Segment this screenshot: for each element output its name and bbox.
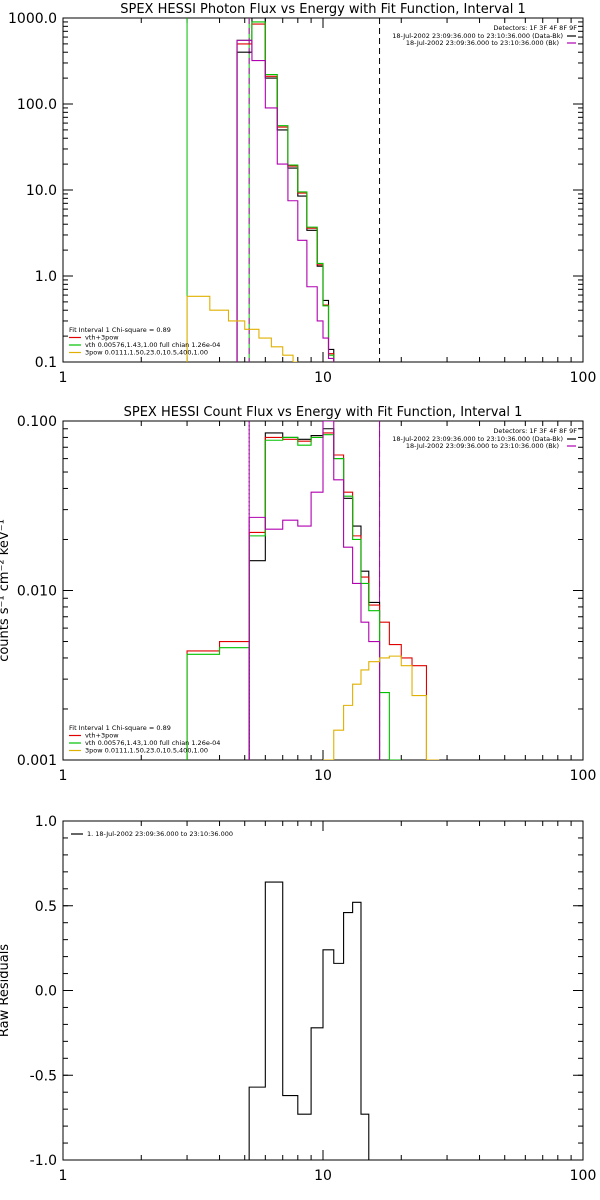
fit-legend-entry: vth+3pow (85, 732, 119, 740)
y-tick-label: 0.1 (35, 355, 57, 371)
series-step-2 (236, 23, 335, 362)
plot-title: SPEX HESSI Count Flux vs Energy with Fit… (124, 405, 523, 420)
y-tick-label: 10.0 (26, 183, 57, 199)
series-step-4 (248, 421, 381, 760)
fit-legend-entry: vth 0.00576,1.43,1.00 full chian 1.26e-0… (85, 739, 220, 747)
x-tick-label: 100 (570, 768, 597, 784)
plot-title: SPEX HESSI Photon Flux vs Energy with Fi… (120, 2, 526, 17)
y-tick-label: 0.100 (17, 414, 57, 430)
fit-legend-entry: 3pow 0.0111,1.50,23.0,10.5,400,1.00 (85, 747, 208, 755)
y-tick-label: 0.010 (17, 584, 57, 600)
y-tick-label: 1.0 (35, 814, 57, 830)
chart-panel-1: SPEX HESSI Photon Flux vs Energy with Fi… (8, 2, 596, 386)
series-step-3 (186, 434, 402, 760)
y-tick-label: -0.5 (30, 1068, 57, 1084)
series-step-4 (236, 39, 335, 362)
time-range-label: 18-Jul-2002 23:09:36.000 to 23:10:36.000… (392, 435, 563, 443)
plot-frame (62, 17, 584, 363)
time-range-label: 18-Jul-2002 23:09:36.000 to 23:10:36.000… (406, 442, 559, 450)
series-step-1 (248, 881, 380, 1160)
y-tick-label: 1.0 (35, 269, 57, 285)
fit-legend-header: Fit Interval 1 Chi-square = 0.89 (69, 724, 171, 732)
y-axis-label: Raw Residuals (0, 944, 12, 1037)
x-tick-label: 100 (570, 370, 597, 386)
series-step-5 (323, 655, 440, 760)
x-tick-label: 10 (314, 370, 332, 386)
time-range-label: 18-Jul-2002 23:09:36.000 to 23:10:36.000… (406, 39, 559, 47)
y-tick-label: 0.5 (35, 899, 57, 915)
plot-data-area (186, 421, 440, 760)
x-tick-label: 1 (59, 370, 68, 386)
y-tick-label: 0.001 (17, 753, 57, 769)
chart-panel-3: Raw Residuals 1 10 100 -1.0 -0.5 0.0 0.5 1.0 1. 1… (0, 814, 596, 1184)
y-tick-label: 100.0 (17, 97, 57, 113)
fit-legend-entry: vth+3pow (85, 334, 119, 342)
x-tick-label: 1 (59, 1168, 68, 1184)
fit-legend-entry: vth 0.00576,1.43,1.00 full chian 1.26e-0… (85, 341, 220, 349)
time-range-label: 18-Jul-2002 23:09:36.000 to 23:10:36.000… (392, 32, 563, 40)
series-step-5 (186, 295, 298, 362)
x-tick-label: 100 (570, 1168, 597, 1184)
plot-data-area (186, 18, 381, 362)
y-axis-label: counts s⁻¹ cm⁻² keV⁻¹ (0, 519, 12, 662)
detectors-label: Detectors: 1F 3F 4F 8F 9F (493, 24, 577, 32)
detectors-label: Detectors: 1F 3F 4F 8F 9F (493, 427, 577, 435)
y-tick-label: -1.0 (30, 1153, 57, 1169)
fit-legend-header: Fit Interval 1 Chi-square = 0.89 (69, 326, 171, 334)
x-tick-label: 1 (59, 768, 68, 784)
x-tick-label: 10 (314, 768, 332, 784)
chart-panel-2: SPEX HESSI Count Flux vs Energy with Fit… (0, 405, 596, 784)
legend-entry: 1. 18-Jul-2002 23:09:36.000 to 23:10:36.… (87, 830, 233, 838)
x-tick-label: 10 (314, 1168, 332, 1184)
y-tick-label: 0.0 (35, 984, 57, 1000)
series-step-3 (236, 21, 335, 362)
plot-data-area (248, 881, 380, 1160)
series-step-1 (248, 428, 381, 760)
fit-legend-entry: 3pow 0.0111,1.50,23.0,10.5,400,1.00 (85, 349, 208, 357)
series-step-1 (236, 18, 335, 362)
series-step-2 (186, 432, 428, 760)
y-tick-label: 1000.0 (8, 11, 57, 27)
